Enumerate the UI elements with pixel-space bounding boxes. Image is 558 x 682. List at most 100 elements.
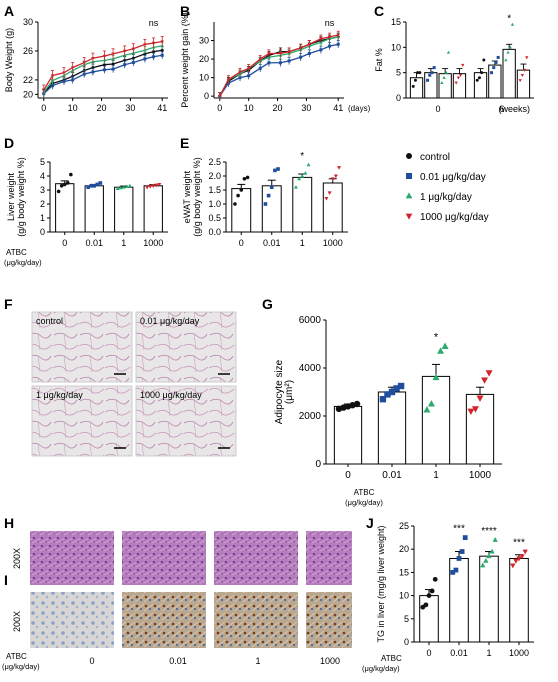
data-point [239, 188, 244, 192]
dose-label-I-0: 0 [89, 656, 94, 666]
ihc-0 [30, 592, 114, 648]
data-point [293, 185, 298, 189]
data-point [477, 76, 481, 80]
data-point [453, 567, 459, 573]
atbc-unit-D: (μg/kg/day) [4, 258, 42, 267]
bar [502, 48, 516, 99]
he-0 [30, 531, 114, 585]
micrograph-label-control: control [36, 316, 63, 326]
data-point [102, 54, 107, 58]
data-point [278, 52, 283, 56]
bar [261, 185, 282, 233]
data-point [485, 370, 493, 377]
data-point [504, 58, 508, 62]
data-point [299, 55, 303, 59]
data-point [456, 76, 461, 80]
y-tick-label: 1.0 [208, 199, 221, 209]
legend-marker [405, 213, 413, 220]
data-point [518, 79, 522, 83]
y-tick-label: 26 [23, 46, 33, 56]
bar [292, 176, 313, 233]
data-point [56, 189, 61, 194]
data-point [525, 56, 529, 60]
x-tick-label: 1 [486, 648, 491, 658]
data-point [123, 63, 127, 67]
panel-label-B: B [180, 3, 190, 19]
y-tick-label: 2.0 [208, 171, 221, 181]
y-tick-label: 0 [204, 91, 209, 101]
micrograph-grid-F: control 0.01 μg/kg/day 1 μg/kg/day 1000 … [31, 311, 237, 457]
data-point [494, 61, 498, 65]
data-point [50, 74, 55, 78]
data-point [506, 50, 510, 54]
data-point [218, 94, 222, 98]
data-point [307, 43, 311, 47]
data-point [306, 162, 311, 167]
data-point [297, 176, 302, 181]
data-point [476, 395, 484, 402]
data-point [233, 202, 237, 206]
data-point [71, 66, 75, 70]
he-1000 [306, 531, 352, 585]
bar [231, 188, 252, 233]
y-tick-label: 2 [40, 199, 45, 209]
x-tick-label: 1000 [469, 470, 492, 481]
y-tick-label: 15 [399, 567, 409, 577]
data-point [510, 22, 515, 26]
x-tick-label: 41 [157, 103, 167, 113]
data-point [258, 66, 262, 70]
data-point [393, 385, 400, 392]
y-axis-title: Liver weight [6, 172, 16, 221]
data-point [475, 78, 479, 82]
data-point [516, 556, 522, 562]
bar [143, 185, 163, 233]
y-axis-title: eWAT weight [182, 170, 192, 223]
data-point [450, 570, 456, 575]
legend-label: 0.01 μg/kg/day [420, 172, 486, 183]
ihc-001 [122, 592, 206, 648]
bar [333, 405, 363, 465]
data-point [492, 537, 498, 542]
data-point [238, 70, 242, 74]
data-point [247, 74, 251, 78]
y-tick-label: 6000 [299, 315, 322, 326]
data-point [336, 42, 340, 46]
y-tick-label: 20 [23, 89, 33, 99]
x-tick-label: 10 [68, 103, 78, 113]
data-point [59, 184, 64, 188]
data-point [287, 59, 291, 63]
micrograph-label-1: 1 μg/kg/day [36, 390, 83, 400]
y-tick-label: 10 [399, 591, 409, 601]
bar [84, 185, 104, 233]
x-axis-title: (weeks) [498, 104, 530, 114]
x-tick-label: 10 [244, 103, 254, 113]
y-axis-title: Body Weight (g) [4, 28, 14, 92]
y-tick-label: 20 [399, 544, 409, 554]
significance-label: **** [481, 526, 497, 537]
data-point [446, 50, 451, 54]
data-point [481, 377, 489, 384]
x-tick-label: 1000 [143, 238, 163, 248]
panel-label-G: G [262, 296, 273, 312]
legend-marker [405, 192, 413, 199]
data-point [432, 576, 438, 582]
atbc-label-G: ATBC [354, 488, 375, 497]
significance-label: * [300, 151, 304, 162]
data-point [151, 184, 156, 188]
y-axis-title: Fat % [374, 48, 384, 72]
panel-label-D: D [4, 135, 14, 151]
data-point [157, 182, 162, 187]
significance-label: * [434, 331, 439, 343]
legend-label: 1000 μg/kg/day [420, 212, 489, 223]
data-point [123, 49, 127, 53]
bar [438, 73, 452, 99]
data-point [98, 181, 103, 185]
magnification-H: 200X [12, 548, 22, 569]
data-point [263, 202, 268, 206]
data-point [519, 554, 525, 560]
data-point [160, 40, 164, 44]
data-point [143, 43, 147, 47]
data-point [118, 185, 123, 190]
he-001 [122, 531, 206, 585]
